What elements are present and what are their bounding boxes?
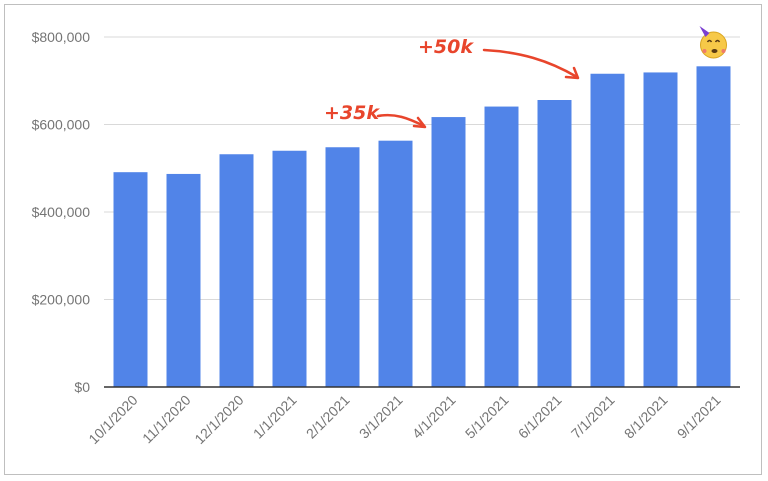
x-tick-label: 12/1/2020 [191, 392, 247, 448]
bar [696, 66, 731, 387]
y-axis-ticks: $0 $200,000 $400,000 $600,000 $800,000 [32, 29, 91, 395]
y-tick-label: $200,000 [32, 292, 91, 308]
y-tick-label: $600,000 [32, 117, 91, 133]
x-tick-label: 6/1/2021 [515, 392, 565, 442]
bar [219, 154, 254, 387]
x-tick-label: 9/1/2021 [674, 392, 724, 442]
x-tick-label: 5/1/2021 [462, 392, 512, 442]
bar [431, 117, 466, 387]
bar [272, 150, 307, 387]
y-tick-label: $800,000 [32, 29, 91, 45]
bar [378, 140, 413, 387]
x-tick-label: 8/1/2021 [621, 392, 671, 442]
annotations: +35k +50k [324, 26, 727, 129]
x-tick-label: 4/1/2021 [409, 392, 459, 442]
x-tick-label: 2/1/2021 [303, 392, 353, 442]
party-face-emoji [699, 26, 727, 59]
x-tick-label: 11/1/2020 [139, 392, 194, 447]
arrowhead [564, 66, 580, 80]
bar [113, 172, 148, 387]
arrow [482, 48, 579, 79]
x-tick-label: 10/1/2020 [85, 392, 141, 448]
x-tick-label: 7/1/2021 [568, 392, 618, 442]
bar [325, 147, 360, 387]
annotation-label: +35k [324, 102, 380, 124]
y-tick-label: $0 [74, 379, 90, 395]
bar [590, 73, 625, 387]
arrow [376, 113, 426, 128]
annotation-label: +50k [418, 36, 474, 58]
bar [166, 173, 201, 387]
bar [484, 106, 519, 387]
x-tick-label: 1/1/2021 [250, 392, 300, 442]
bar [537, 100, 572, 387]
arrowhead [412, 116, 427, 129]
x-tick-label: 3/1/2021 [356, 392, 406, 442]
y-tick-label: $400,000 [32, 204, 91, 220]
bars [113, 66, 731, 387]
bar [643, 72, 678, 387]
